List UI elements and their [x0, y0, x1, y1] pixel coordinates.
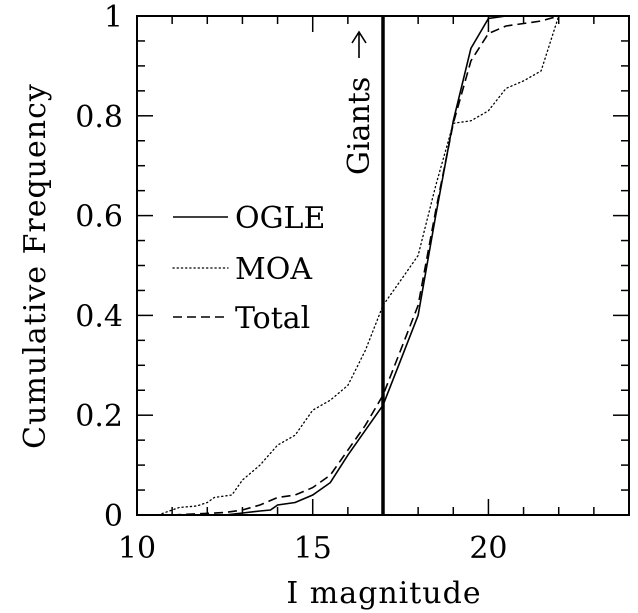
- y-tick-label: 0.6: [75, 200, 123, 235]
- ticks-layer: 10 15 20 0 0.2 0.4 0.6 0.8 1: [75, 0, 630, 566]
- y-tick-label: 0.2: [75, 399, 123, 434]
- legend: OGLE MOA Total: [172, 201, 325, 336]
- series-line-moa: [157, 15, 560, 516]
- y-tick-label: 0.8: [75, 100, 123, 135]
- annotation-layer: Giants: [342, 16, 385, 515]
- y-axis-label: Cumulative Frequency: [18, 83, 53, 449]
- x-tick-label: 10: [118, 531, 156, 566]
- x-axis-label: I magnitude: [286, 576, 481, 611]
- legend-label-total: Total: [235, 301, 310, 336]
- giants-arrow: [351, 30, 367, 58]
- y-tick-label: 0.4: [75, 299, 123, 334]
- series-line-ogle: [172, 15, 559, 516]
- y-tick-label: 0: [104, 499, 123, 534]
- x-tick-label: 20: [469, 531, 507, 566]
- y-tick-label: 1: [104, 0, 123, 35]
- x-tick-label: 15: [294, 531, 332, 566]
- series-layer: [157, 15, 560, 516]
- giants-label: Giants: [342, 77, 377, 175]
- legend-label-ogle: OGLE: [235, 201, 325, 236]
- legend-label-moa: MOA: [235, 252, 312, 287]
